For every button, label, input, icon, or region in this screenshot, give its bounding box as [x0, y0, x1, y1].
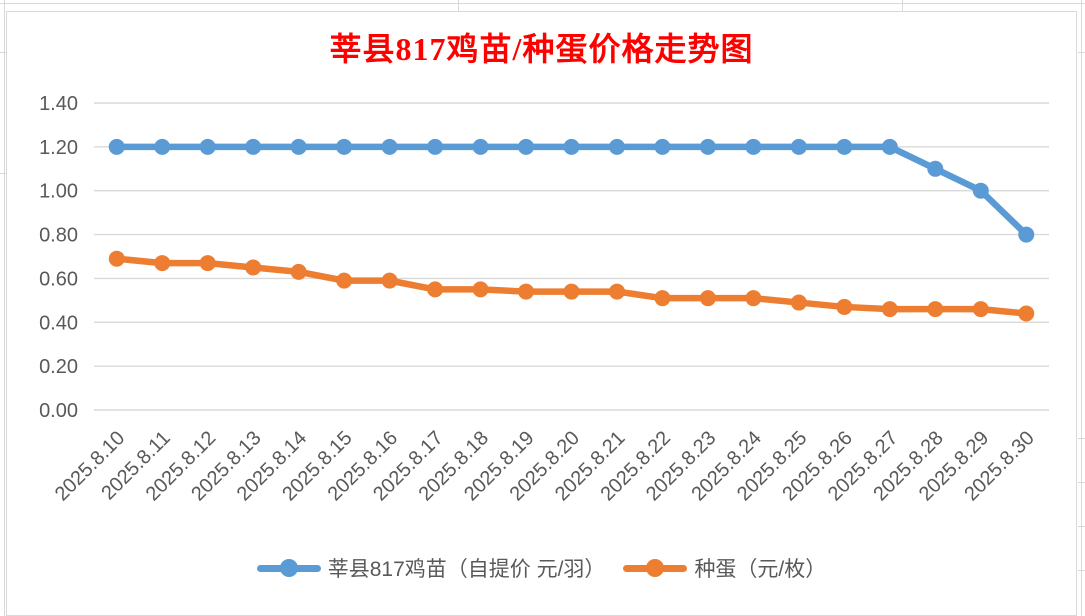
data-point: [245, 259, 262, 276]
data-point: [108, 250, 125, 267]
data-point: [563, 283, 580, 300]
data-point: [108, 138, 125, 155]
data-point: [154, 255, 171, 272]
data-point: [563, 138, 580, 155]
data-point: [654, 290, 671, 307]
data-point: [745, 138, 762, 155]
data-point: [927, 301, 944, 318]
data-point: [699, 138, 716, 155]
legend-dot-icon: [279, 559, 298, 577]
y-axis-tick-label: 0.80: [39, 225, 78, 247]
data-point: [472, 281, 489, 298]
data-point: [972, 182, 989, 199]
y-axis-tick-label: 1.40: [39, 93, 78, 115]
data-point: [836, 298, 853, 315]
legend-label-chicken: 莘县817鸡苗（自提价 元/羽）: [327, 558, 606, 581]
data-point: [154, 138, 171, 155]
sheet-gridline-row-stub-r5: [1078, 570, 1085, 571]
chart-legend: 莘县817鸡苗（自提价 元/羽） 种蛋（元/枚）: [7, 553, 1076, 583]
sheet-gridline-col-right: [1081, 0, 1082, 616]
price-trend-chart: 0.000.200.400.600.801.001.201.402025.8.1…: [39, 93, 1049, 505]
data-point: [972, 301, 989, 318]
data-point: [199, 138, 216, 155]
data-point: [1018, 305, 1035, 322]
sheet-gridline-row-stub-r1: [1078, 52, 1085, 53]
sheet-gridline-col-stub-1: [458, 0, 459, 11]
data-point: [1018, 226, 1035, 243]
data-point: [608, 283, 625, 300]
data-point: [427, 138, 444, 155]
data-point: [472, 138, 489, 155]
sheet-gridline-col-left: [4, 0, 5, 616]
data-point: [790, 294, 807, 311]
y-axis-tick-label: 0.00: [39, 400, 78, 422]
sheet-gridline-row-stub-r4: [1078, 526, 1085, 527]
data-point: [654, 138, 671, 155]
chart-title: 莘县817鸡苗/种蛋价格走势图: [329, 31, 754, 67]
data-point: [836, 138, 853, 155]
data-point: [745, 290, 762, 307]
y-axis-tick-label: 0.40: [39, 312, 78, 334]
legend-dot-icon: [646, 559, 665, 577]
sheet-gridline-row-stub-r3: [1078, 482, 1085, 483]
data-point: [518, 138, 535, 155]
data-point: [290, 138, 307, 155]
y-axis-tick-label: 0.20: [39, 356, 78, 378]
data-point: [381, 138, 398, 155]
sheet-gridline-col-stub-2: [902, 0, 903, 11]
data-point: [336, 272, 353, 289]
legend-item-egg: 种蛋（元/枚）: [623, 553, 826, 583]
data-point: [290, 263, 307, 280]
sheet-gridline-row-stub-r2: [1078, 438, 1085, 439]
data-point: [608, 138, 625, 155]
data-point: [199, 255, 216, 272]
legend-item-chicken: 莘县817鸡苗（自提价 元/羽）: [256, 553, 606, 583]
y-axis-tick-label: 1.00: [39, 181, 78, 203]
chart-frame[interactable]: 莘县817鸡苗/种蛋价格走势图 0.00 0.20 0.40 0.60 0.80 1.00…: [6, 11, 1077, 616]
data-point: [881, 301, 898, 318]
legend-marker-line-dot-icon: [623, 559, 688, 577]
data-point: [518, 283, 535, 300]
data-point: [381, 272, 398, 289]
sheet-gridline-row-stub-l2: [0, 173, 6, 174]
data-point: [245, 138, 262, 155]
y-axis-tick-label: 1.20: [39, 137, 78, 159]
data-point: [336, 138, 353, 155]
data-point: [427, 281, 444, 298]
sheet-gridline-row-top: [0, 3, 1085, 4]
data-point: [881, 138, 898, 155]
data-point: [790, 138, 807, 155]
data-point: [927, 160, 944, 177]
data-point: [699, 290, 716, 307]
legend-label-egg: 种蛋（元/枚）: [694, 558, 827, 581]
legend-marker-line-dot-icon: [256, 559, 321, 577]
sheet-gridline-row-stub-l1: [0, 52, 6, 53]
y-axis-tick-label: 0.60: [39, 268, 78, 290]
